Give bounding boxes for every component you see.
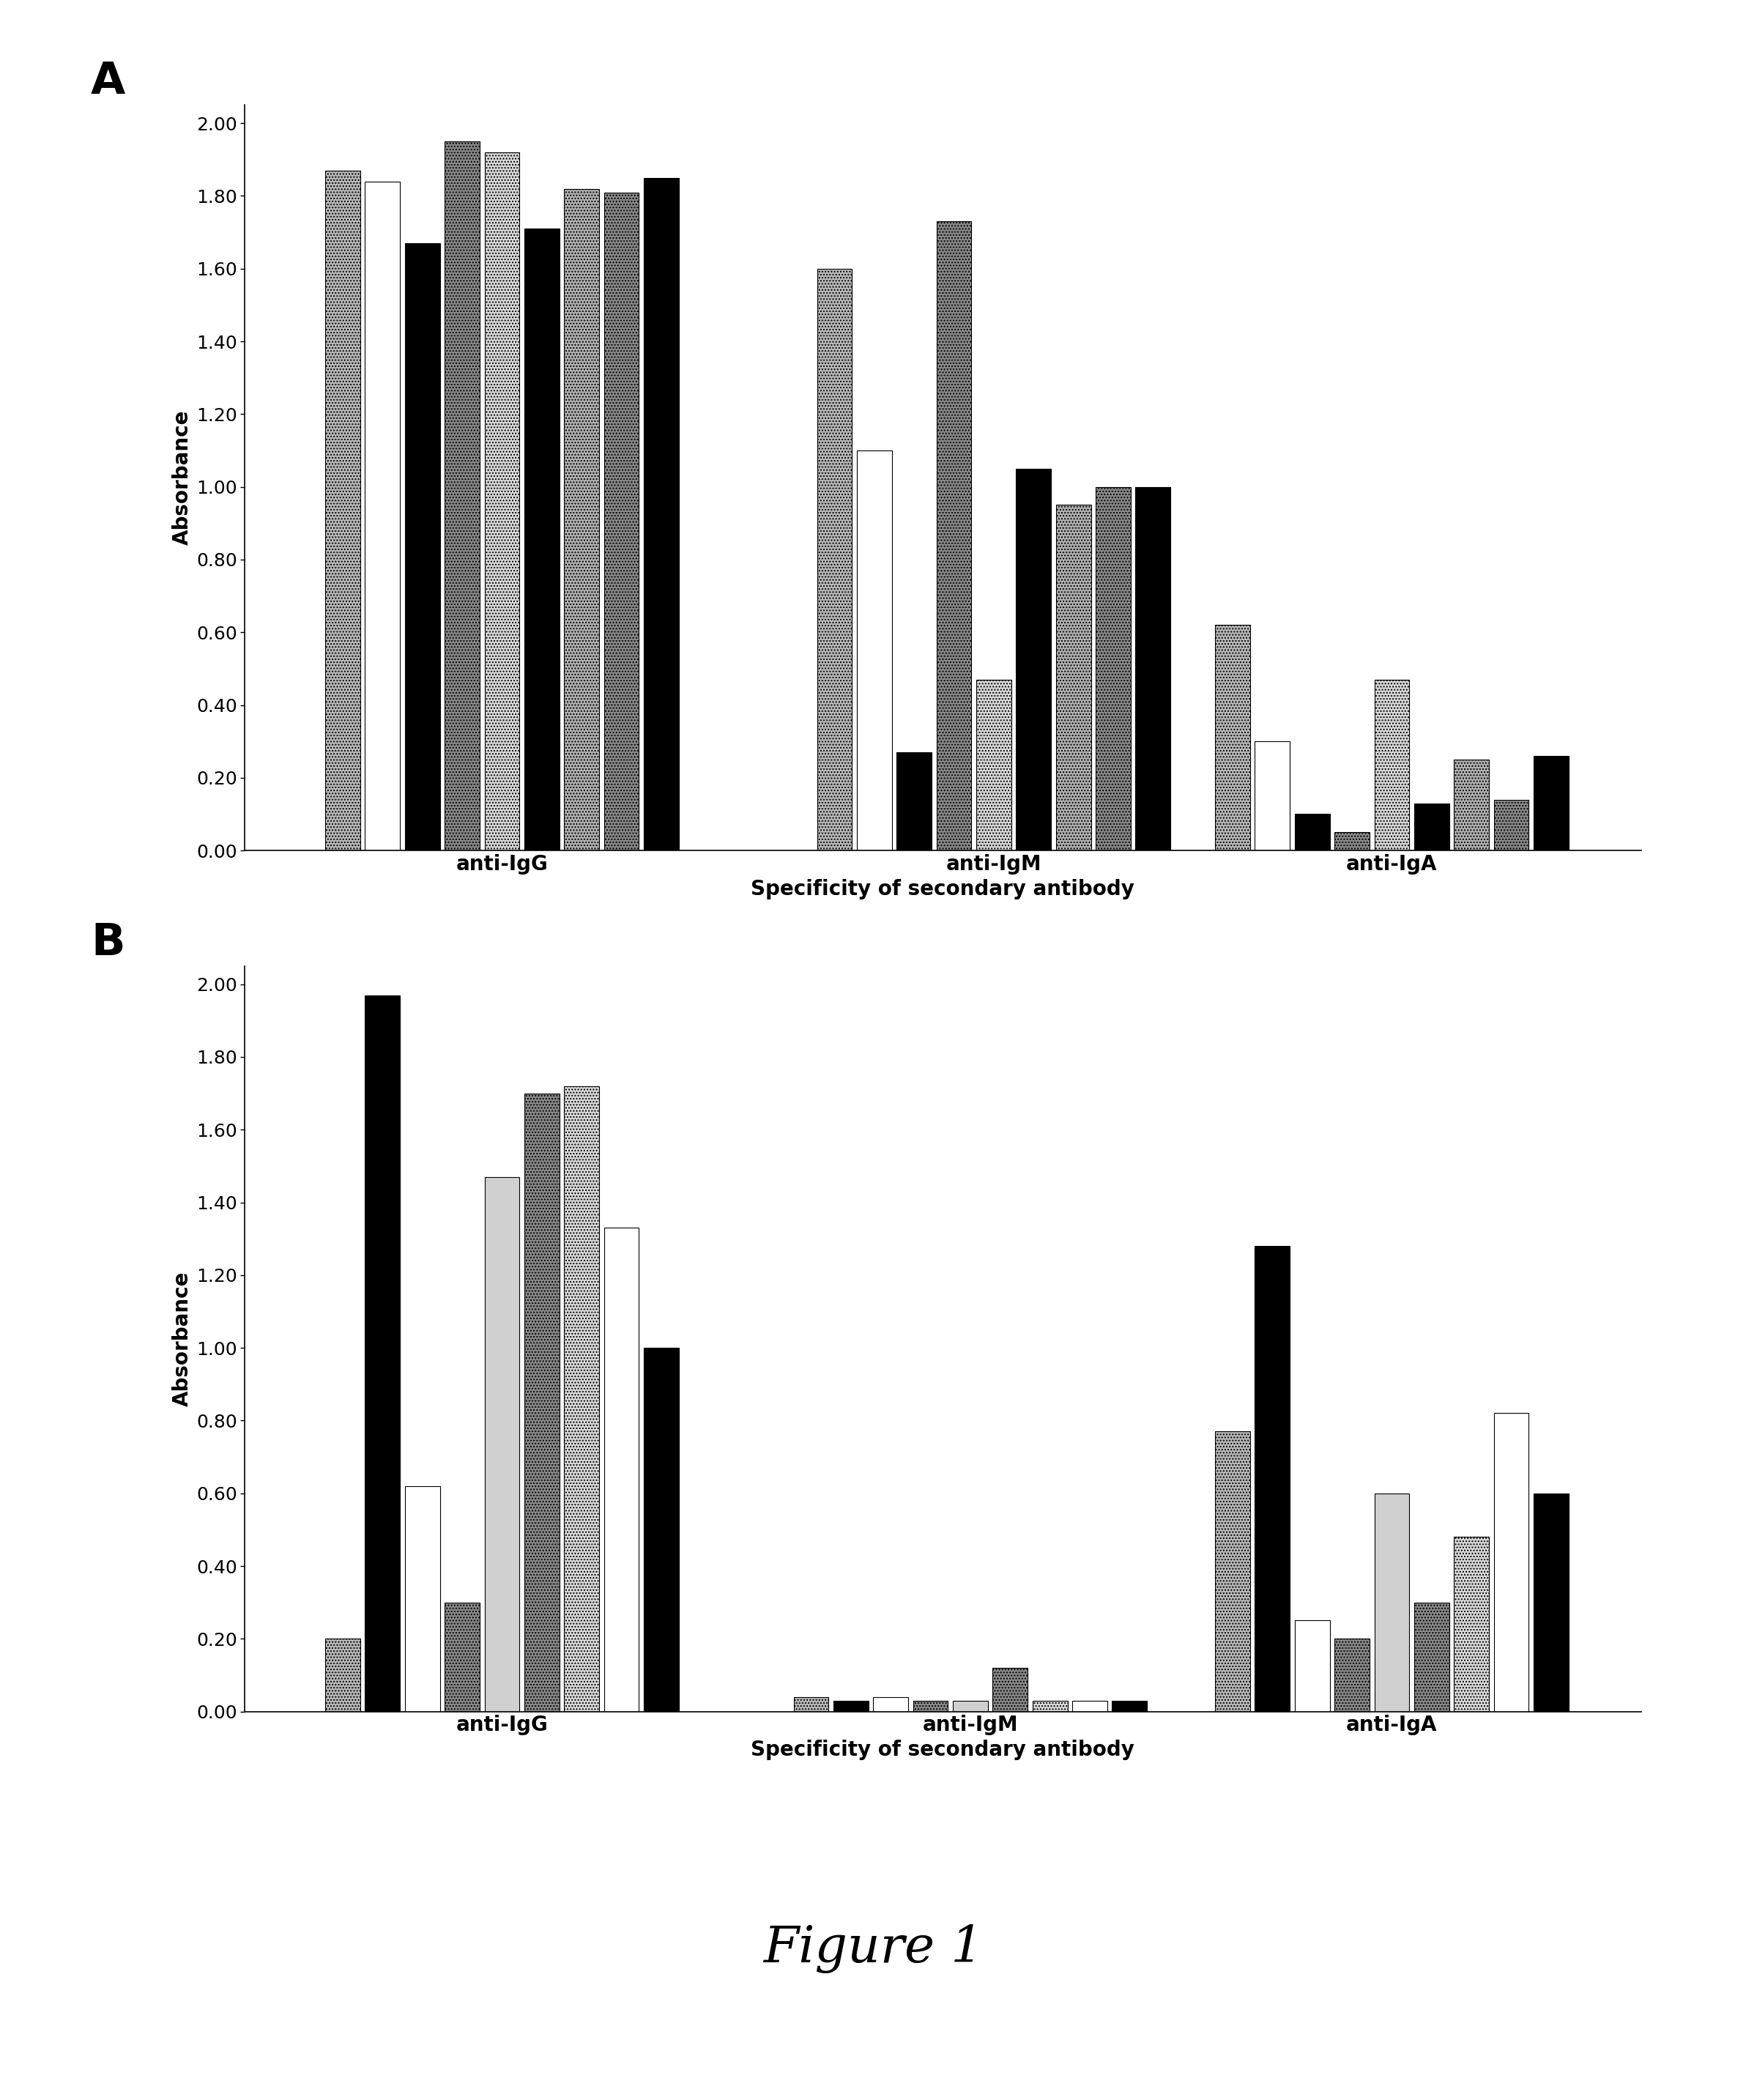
Bar	[405, 1487, 440, 1711]
Bar	[1296, 1621, 1330, 1712]
Bar	[1533, 756, 1568, 850]
Bar	[644, 1348, 679, 1712]
Bar	[1414, 1602, 1449, 1712]
Y-axis label: Absorbance: Absorbance	[171, 1270, 192, 1407]
Bar	[817, 269, 852, 851]
Bar	[365, 995, 400, 1711]
Bar	[524, 1094, 559, 1712]
Bar	[794, 1697, 829, 1711]
Bar	[1454, 1537, 1489, 1711]
Bar	[976, 680, 1011, 850]
Bar	[833, 1701, 868, 1711]
Bar	[1533, 1493, 1568, 1712]
Bar	[484, 1176, 520, 1712]
Bar	[1112, 1701, 1147, 1711]
Bar	[484, 153, 520, 850]
Bar	[604, 193, 639, 851]
Bar	[873, 1697, 908, 1711]
Bar	[1032, 1701, 1067, 1711]
Bar	[644, 178, 679, 850]
Bar	[564, 189, 599, 851]
Bar	[445, 1602, 480, 1712]
Bar	[365, 181, 400, 851]
Bar	[1334, 832, 1369, 851]
X-axis label: Specificity of secondary antibody: Specificity of secondary antibody	[751, 878, 1135, 899]
Bar	[1334, 1638, 1369, 1712]
Text: A: A	[91, 61, 126, 103]
Text: Figure 1: Figure 1	[763, 1924, 983, 1974]
Bar	[1056, 504, 1091, 850]
Bar	[1215, 626, 1250, 851]
Bar	[1135, 487, 1170, 850]
Bar	[993, 1667, 1028, 1712]
Bar	[1072, 1701, 1107, 1711]
Bar	[1414, 802, 1449, 850]
Bar	[857, 452, 892, 851]
Bar	[325, 1638, 360, 1712]
Bar	[897, 752, 932, 850]
Bar	[1255, 741, 1290, 850]
Bar	[1495, 800, 1529, 850]
Text: B: B	[91, 922, 126, 964]
Bar	[1016, 468, 1051, 851]
Bar	[1215, 1432, 1250, 1711]
Bar	[1374, 680, 1409, 850]
Bar	[936, 220, 971, 851]
Bar	[913, 1701, 948, 1711]
Bar	[325, 170, 360, 850]
Bar	[1096, 487, 1131, 850]
Bar	[405, 244, 440, 851]
Bar	[524, 229, 559, 850]
Bar	[1495, 1413, 1529, 1712]
Bar	[953, 1701, 988, 1711]
Bar	[604, 1228, 639, 1712]
Bar	[1296, 815, 1330, 850]
Bar	[564, 1086, 599, 1711]
X-axis label: Specificity of secondary antibody: Specificity of secondary antibody	[751, 1739, 1135, 1760]
Bar	[1454, 760, 1489, 851]
Bar	[1255, 1245, 1290, 1711]
Y-axis label: Absorbance: Absorbance	[171, 410, 192, 546]
Bar	[1374, 1493, 1409, 1712]
Bar	[445, 141, 480, 850]
